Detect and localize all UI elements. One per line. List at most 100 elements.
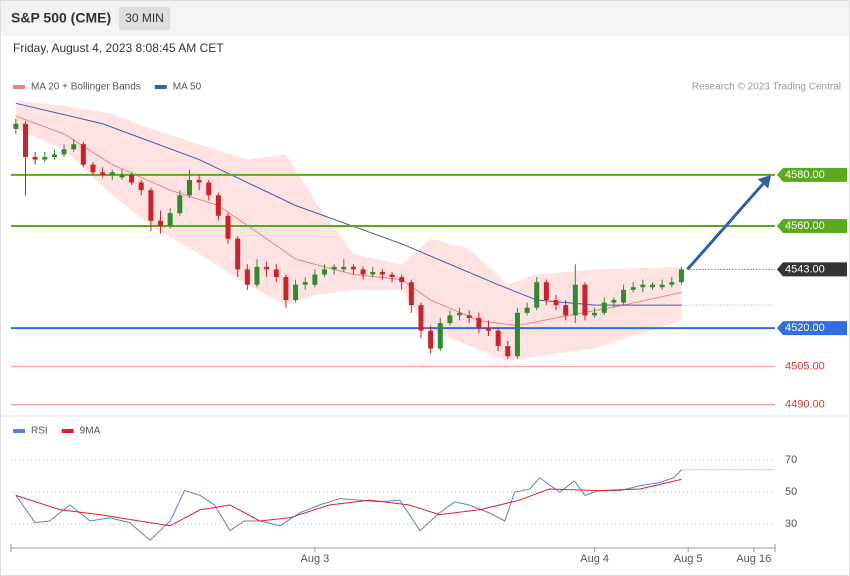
y-tick-label: 30 xyxy=(785,518,797,530)
candle-body xyxy=(61,149,67,155)
candle-body xyxy=(437,323,443,349)
candle-body xyxy=(100,172,106,175)
candle-body xyxy=(669,282,675,285)
candle-body xyxy=(640,284,646,288)
candle-body xyxy=(206,182,212,196)
candle-body xyxy=(592,312,598,316)
level-label: 4543.00 xyxy=(785,263,825,275)
candle-body xyxy=(32,156,38,160)
candle-body xyxy=(659,284,665,288)
timeframe-badge xyxy=(119,7,170,30)
candle-body xyxy=(399,277,405,283)
candle-body xyxy=(370,271,376,275)
candle-body xyxy=(322,269,328,275)
candle-body xyxy=(611,300,617,303)
x-tick-label: Aug 5 xyxy=(674,553,703,565)
candle-body xyxy=(273,269,279,278)
candle-body xyxy=(553,300,559,306)
legend-swatch xyxy=(154,85,167,89)
candle-body xyxy=(42,156,48,160)
candle-body xyxy=(572,284,578,316)
candle-body xyxy=(457,312,463,316)
level-box xyxy=(777,321,847,336)
legend-label: 9MA xyxy=(80,426,101,437)
candle-body xyxy=(563,305,569,316)
candle-body xyxy=(389,274,395,278)
y-tick-label: 50 xyxy=(785,486,797,498)
candle-body xyxy=(649,284,655,288)
candle-body xyxy=(486,328,491,331)
candle-body xyxy=(630,287,636,290)
series-line xyxy=(15,478,682,527)
candle-body xyxy=(90,164,96,173)
candle-body xyxy=(186,179,192,196)
candle-body xyxy=(51,154,57,157)
candle-body xyxy=(341,266,347,270)
forecast-arrowhead xyxy=(757,174,771,189)
x-tick-label: Aug 3 xyxy=(300,553,329,565)
candle-body xyxy=(350,266,356,270)
candle-body xyxy=(534,282,540,308)
candle-body xyxy=(428,330,434,349)
level-box xyxy=(777,262,847,277)
candle-body xyxy=(360,269,366,275)
candle-body xyxy=(109,172,115,175)
legend-swatch xyxy=(13,429,25,433)
candle-body xyxy=(514,312,520,357)
candle-body xyxy=(678,269,684,283)
candle-body xyxy=(495,330,501,347)
legend-label: RSI xyxy=(31,426,48,437)
source: Research © 2023 Trading Central xyxy=(692,82,841,93)
candle-body xyxy=(167,213,173,226)
level-label: 4490.00 xyxy=(785,399,825,411)
chart-title: S&P 500 (CME) xyxy=(11,10,111,26)
bollinger-band xyxy=(15,100,682,362)
candle-body xyxy=(601,302,607,313)
candle-body xyxy=(254,266,260,285)
candle-body xyxy=(225,215,231,239)
legend-label: MA 50 xyxy=(173,82,202,93)
timeframe: 30 MIN xyxy=(125,11,164,25)
candle-body xyxy=(408,282,414,306)
candle-body xyxy=(293,284,299,301)
legend-label: MA 20 + Bollinger Bands xyxy=(31,82,141,93)
candle-body xyxy=(177,195,183,214)
legend-swatch xyxy=(13,85,25,89)
y-tick-label: 70 xyxy=(785,454,797,466)
candle-body xyxy=(582,284,588,316)
candle-body xyxy=(129,174,135,183)
level-label: 4580.00 xyxy=(785,169,825,181)
candle-body xyxy=(158,220,164,226)
candle-body xyxy=(331,266,337,270)
level-label: 4520.00 xyxy=(785,322,825,334)
x-tick-label: Aug 16 xyxy=(736,553,771,565)
x-tick-label: Aug 4 xyxy=(580,553,609,565)
candle-body xyxy=(476,317,482,329)
candle-body xyxy=(80,144,86,165)
series-line xyxy=(15,469,682,541)
candle-body xyxy=(543,282,549,301)
candle-body xyxy=(447,315,453,324)
candle-body xyxy=(466,315,472,318)
level-box xyxy=(777,167,847,182)
candle-body xyxy=(505,346,511,357)
candle-body xyxy=(244,269,250,285)
subtitle: Friday, August 4, 2023 8:08:45 AM CET xyxy=(13,41,224,55)
candle-body xyxy=(524,307,530,313)
candle-body xyxy=(148,190,154,221)
candle-body xyxy=(22,123,28,157)
legend-swatch xyxy=(61,429,74,433)
candle-body xyxy=(119,174,125,178)
level-label: 4505.00 xyxy=(785,360,825,372)
candle-body xyxy=(379,271,385,275)
candle-body xyxy=(264,266,270,270)
candle-body xyxy=(621,289,627,303)
candle-body xyxy=(13,123,19,129)
candle-body xyxy=(138,182,144,191)
candle-body xyxy=(235,238,241,270)
candle-body xyxy=(302,282,308,285)
candle-body xyxy=(215,195,221,216)
level-label: 4560.00 xyxy=(785,220,825,232)
